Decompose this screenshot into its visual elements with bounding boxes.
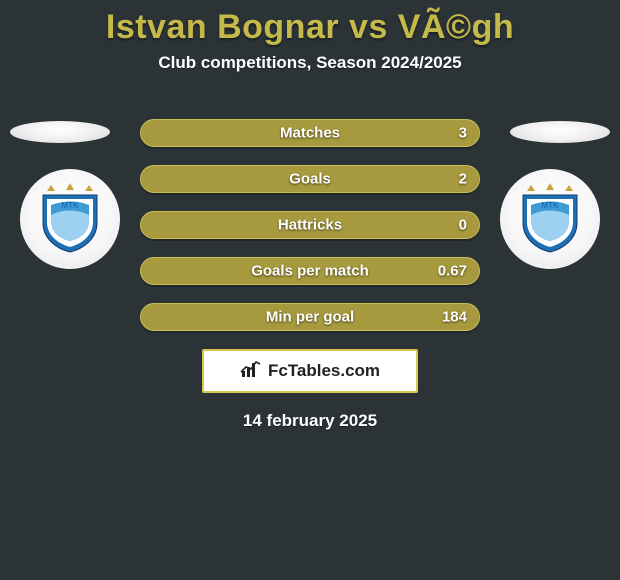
stats-list: Matches 3 Goals 2 Hattricks 0 Goals per match 0… [140,119,480,349]
stat-label: Min per goal [266,309,354,326]
stat-row: Hattricks 0 [140,211,480,239]
stat-row: Goals per match 0.67 [140,257,480,285]
stat-row: Min per goal 184 [140,303,480,331]
date-label: 14 february 2025 [243,411,377,431]
chart-icon [240,359,262,384]
stat-label: Matches [280,125,340,142]
shield-icon: MTK [519,181,581,253]
stat-row: Matches 3 [140,119,480,147]
stat-label: Hattricks [278,217,342,234]
page-title: Istvan Bognar vs VÃ©gh [0,0,620,53]
club-badge-right: MTK [500,169,600,269]
stat-value-right: 0.67 [438,263,467,280]
player-photo-right [510,121,610,143]
brand-text: FcTables.com [268,361,380,381]
stat-value-right: 184 [442,309,467,326]
shield-icon: MTK [39,181,101,253]
stat-value-right: 0 [459,217,467,234]
stat-row: Goals 2 [140,165,480,193]
svg-text:MTK: MTK [541,201,559,210]
club-badge-left: MTK [20,169,120,269]
svg-text:MTK: MTK [61,201,79,210]
player-photo-left [10,121,110,143]
stat-value-right: 3 [459,125,467,142]
stat-label: Goals per match [251,263,369,280]
stat-value-right: 2 [459,171,467,188]
stat-label: Goals [289,171,331,188]
brand-box[interactable]: FcTables.com [202,349,418,393]
subtitle: Club competitions, Season 2024/2025 [0,53,620,73]
